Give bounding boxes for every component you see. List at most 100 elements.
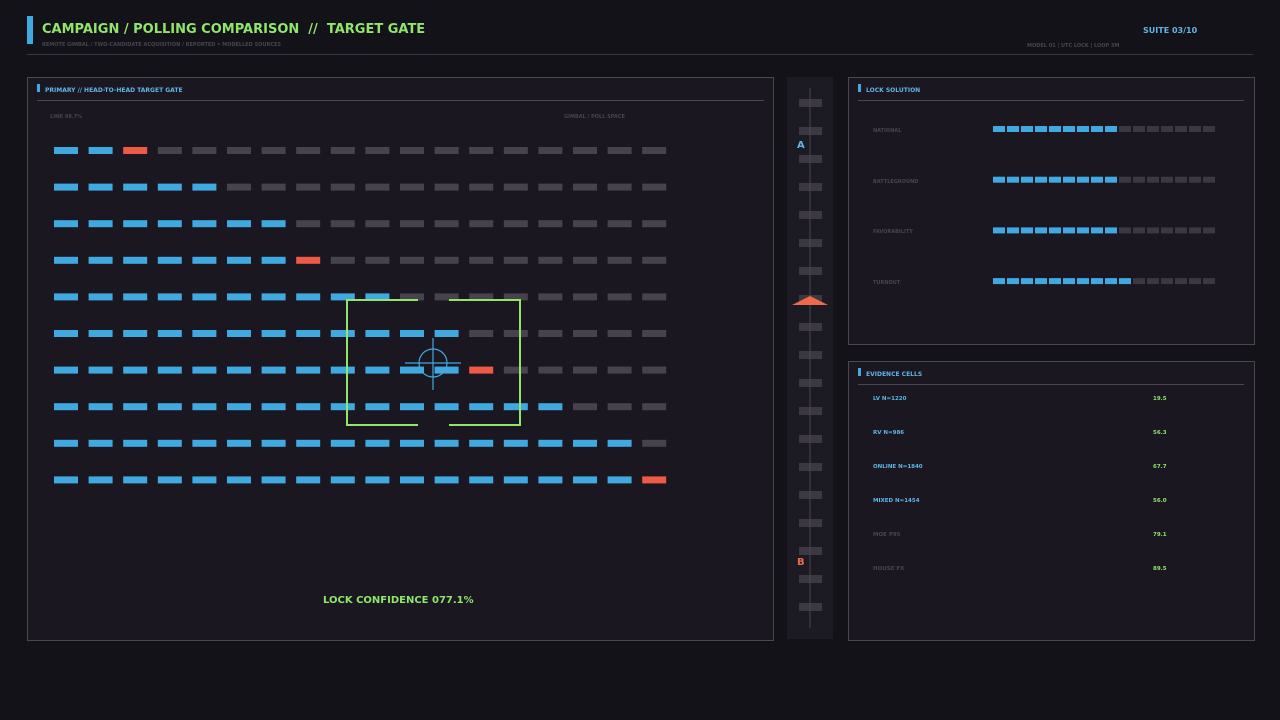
lock-cell	[1119, 227, 1131, 234]
gate-cell	[469, 403, 494, 411]
crosshair	[405, 338, 461, 390]
gate-cell	[157, 330, 182, 337]
gate-cell	[261, 403, 286, 411]
gate-cell	[88, 476, 113, 484]
lock-label: FAVORABILITY	[873, 229, 913, 236]
lock-panel	[848, 77, 1255, 345]
gate-cell	[400, 256, 424, 264]
gate-cell	[538, 256, 563, 264]
gate-cell	[365, 366, 390, 374]
gate-cell	[192, 403, 217, 411]
lock-cell	[1203, 227, 1215, 234]
scale-top: A	[797, 140, 805, 151]
gate-cell	[607, 476, 632, 484]
gate-cell	[296, 439, 321, 447]
gate-cell	[607, 330, 632, 337]
gate-cell	[54, 439, 78, 447]
gate-cell	[261, 366, 286, 374]
gate-cell	[261, 293, 286, 301]
gate-cell	[296, 220, 321, 228]
gate-panel	[27, 77, 774, 641]
evidence-value: 56.3	[1153, 430, 1167, 436]
lock-cell	[1007, 227, 1019, 234]
evidence-value: 56.0	[1153, 498, 1167, 504]
suite: SUITE 03/10	[1143, 26, 1198, 35]
gate-cell	[192, 256, 217, 264]
lock-cell	[1049, 278, 1061, 285]
lock-cell	[1119, 278, 1131, 285]
gate-cell	[296, 403, 321, 411]
gate-cell	[400, 293, 424, 301]
gate-cell	[573, 256, 597, 264]
lock-cell	[1077, 278, 1089, 285]
lock-cell	[1021, 278, 1033, 285]
gate-cell	[123, 330, 148, 337]
gate-cell	[538, 330, 563, 337]
gate-cell	[503, 183, 528, 191]
gate-cell	[227, 256, 251, 264]
gate-cell	[261, 256, 286, 264]
gate-cell	[54, 256, 78, 264]
target-box	[346, 299, 521, 426]
gate-cell	[642, 147, 667, 154]
evidence-label: LV N=1220	[873, 396, 907, 402]
status: MODEL 01 | UTC LOCK | LOOP 3M	[1027, 43, 1120, 49]
gate-cell	[88, 330, 113, 337]
gate-cell	[538, 476, 563, 484]
gate-cell	[88, 183, 113, 191]
rule	[858, 100, 1244, 101]
lock-cell	[1133, 126, 1145, 132]
gate-cell	[469, 256, 494, 264]
gate-cell	[123, 476, 148, 484]
gate-cell	[469, 366, 494, 374]
gate-cell	[642, 220, 667, 228]
gate-cell	[296, 330, 321, 337]
gate-cell	[157, 147, 182, 154]
evidence-value: 89.5	[1153, 566, 1167, 572]
lock-cell	[1105, 227, 1117, 234]
gate-cell	[607, 439, 632, 447]
gate-cell	[434, 147, 459, 154]
gate-cell	[642, 439, 667, 447]
gate-cell	[192, 366, 217, 374]
gate-cell	[54, 366, 78, 374]
gate-cell	[227, 403, 251, 411]
gate-cell	[123, 256, 148, 264]
gate-cell	[192, 293, 217, 301]
gate-cell	[642, 256, 667, 264]
lock-cell	[1049, 176, 1061, 183]
lock-cell	[1175, 278, 1187, 285]
scale-bottom: B	[797, 557, 805, 568]
gate-cell	[400, 330, 424, 337]
gate-cell	[192, 476, 217, 484]
gate-cell	[54, 403, 78, 411]
gate-cell	[330, 256, 355, 264]
lock-cell	[1021, 126, 1033, 132]
gate-cell	[365, 147, 390, 154]
lock-cell	[1035, 278, 1047, 285]
gate-cell	[469, 147, 494, 154]
gate-cell	[573, 293, 597, 301]
gate-cell	[365, 256, 390, 264]
lock-cell	[1007, 126, 1019, 132]
gate-cell	[503, 476, 528, 484]
gate-cell	[503, 256, 528, 264]
accent	[27, 16, 33, 44]
gate-cell	[296, 256, 321, 264]
gate-cell	[607, 183, 632, 191]
gate-cell	[123, 293, 148, 301]
gate-cell	[296, 147, 321, 154]
gate-cell	[192, 183, 217, 191]
gate-cell	[227, 366, 251, 374]
lock-cell	[1063, 176, 1075, 183]
lock-cell	[1203, 176, 1215, 183]
lock-cell	[1105, 278, 1117, 285]
lock-label: NATIONAL	[873, 128, 902, 134]
gate-cell	[123, 403, 148, 411]
lock-cell	[1049, 126, 1061, 132]
lock-cell	[1021, 227, 1033, 234]
lock-cell	[1035, 227, 1047, 234]
gate-cell	[400, 147, 424, 154]
gate-cell	[642, 330, 667, 337]
